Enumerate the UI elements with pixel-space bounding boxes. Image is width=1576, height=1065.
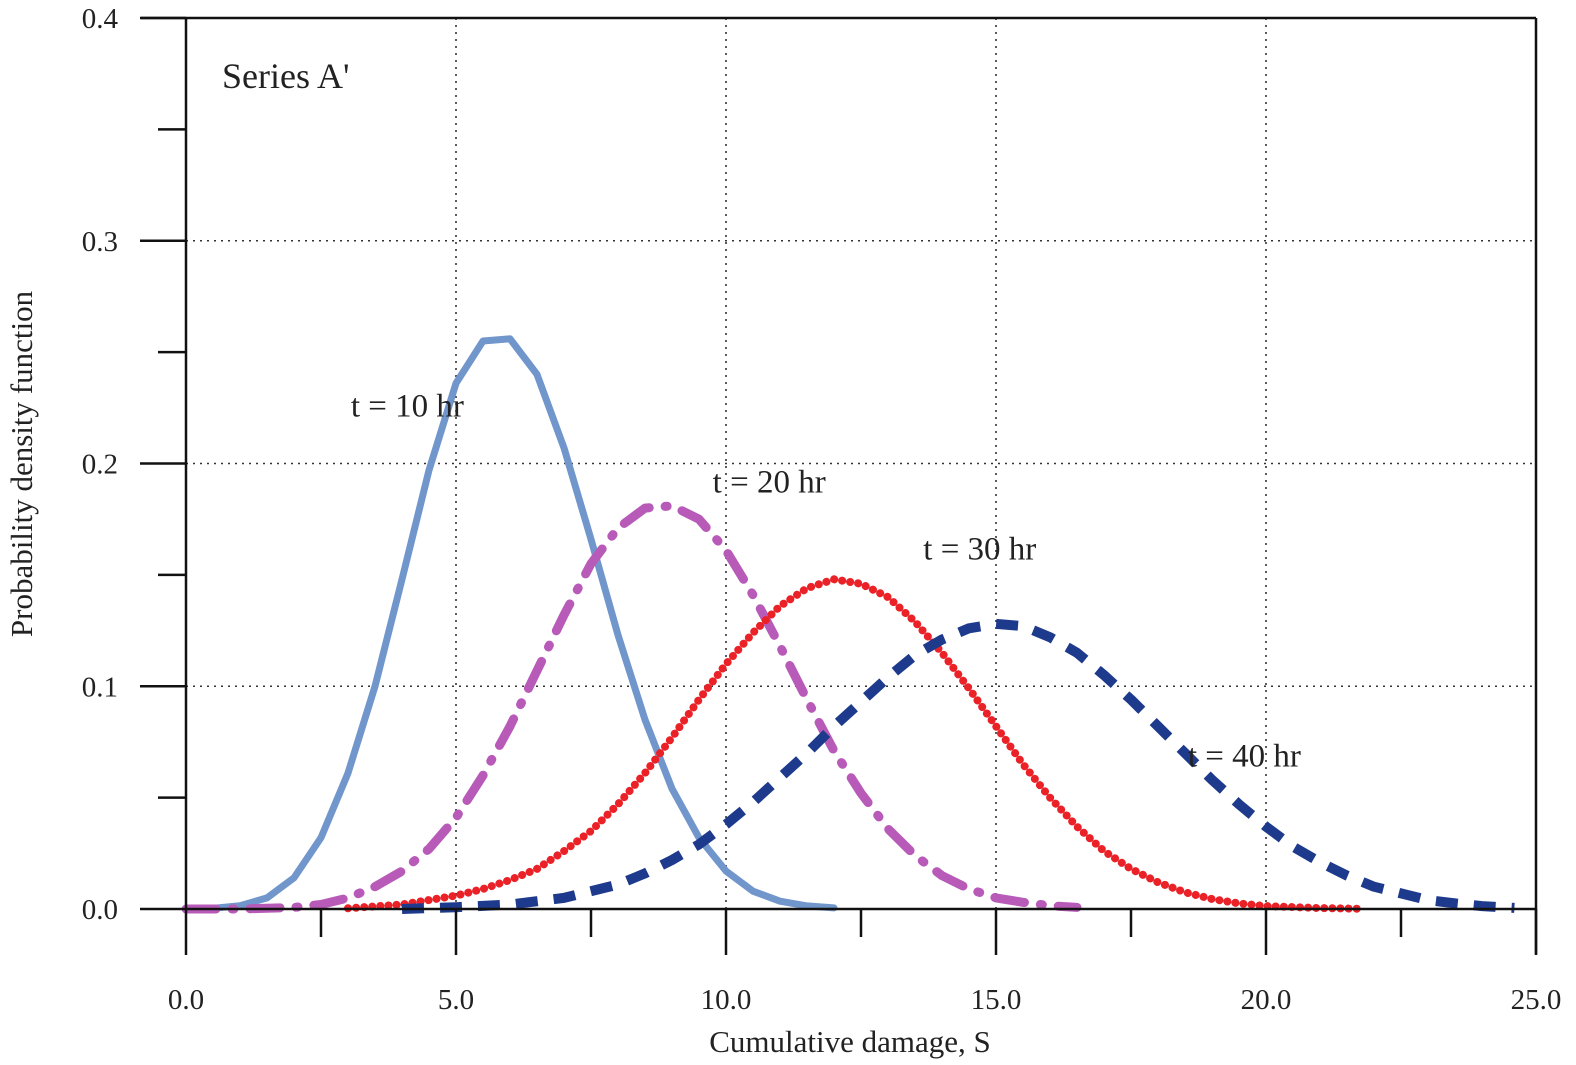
x-axis-title: Cumulative damage, S: [709, 1024, 991, 1059]
x-tick-label: 25.0: [1511, 984, 1562, 1016]
grid-layer: [186, 18, 1536, 909]
curve-label-t-10-hr: t = 10 hr: [351, 389, 464, 425]
y-tick-label: 0.3: [82, 226, 118, 258]
x-tick-label: 5.0: [438, 984, 474, 1016]
axes-layer: [140, 16, 1538, 955]
y-tick-label: 0.1: [82, 671, 118, 703]
x-tick-label: 15.0: [971, 984, 1022, 1016]
panel-label: Series A': [222, 56, 349, 96]
y-tick-label: 0.4: [82, 3, 119, 35]
series-line-t-40-hr: [401, 618, 1515, 914]
x-tick-label: 10.0: [701, 984, 752, 1016]
labels-layer: Series A' Cumulative damage, S Probabili…: [4, 3, 1561, 1059]
curve-label-t-20-hr: t = 20 hr: [713, 464, 826, 500]
y-axis-title: Probability density function: [4, 290, 39, 637]
curve-label-t-40-hr: t = 40 hr: [1188, 738, 1301, 774]
series-line-t-10-hr: [182, 335, 838, 913]
x-tick-label: 20.0: [1241, 984, 1292, 1016]
y-tick-label: 0.2: [82, 449, 118, 481]
x-tick-label: 0.0: [168, 984, 204, 1016]
series-line-t-30-hr: [344, 575, 1368, 913]
series-line-t-20-hr: [181, 501, 1082, 914]
series-layer: [181, 335, 1515, 914]
y-tick-label: 0.0: [82, 894, 118, 926]
curve-label-t-30-hr: t = 30 hr: [923, 531, 1036, 567]
